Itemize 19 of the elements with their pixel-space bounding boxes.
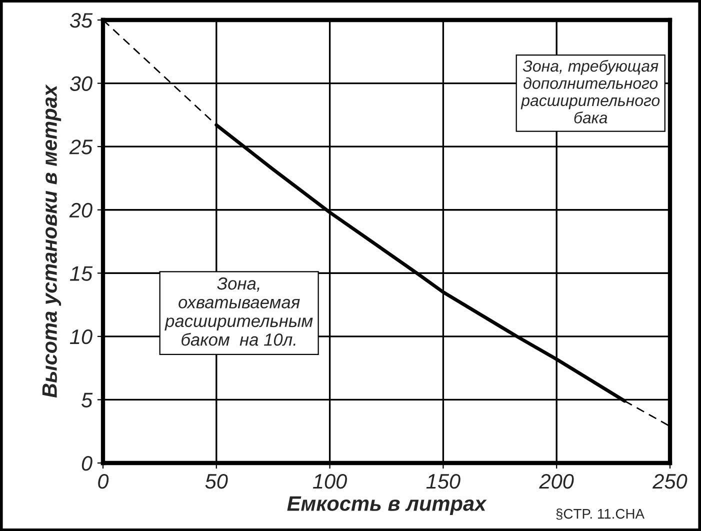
y-tick-label: 5 bbox=[81, 392, 93, 408]
y-tick-label: 10 bbox=[70, 329, 92, 344]
text: §CTP. 11.CHA bbox=[556, 508, 644, 520]
x-tick-label: 50 bbox=[205, 474, 228, 489]
y-tick-label: 35 bbox=[70, 13, 93, 28]
x-tick-label: 150 bbox=[426, 474, 460, 489]
x-axis-title: Емкость в литрах bbox=[287, 496, 487, 516]
y-axis-title: Высота установки в метрах bbox=[42, 84, 62, 398]
annotation: Зона, охватываемая расширительным баком на 10л. bbox=[164, 277, 313, 346]
y-tick-label: 0 bbox=[82, 456, 92, 471]
x-tick-label: 250 bbox=[652, 474, 688, 489]
y-tick-label: 25 bbox=[69, 140, 93, 154]
x-tick-label: 100 bbox=[312, 474, 348, 489]
x-tick-label: 200 bbox=[539, 474, 574, 489]
y-tick-label: 15 bbox=[70, 266, 93, 281]
y-tick-label: 20 bbox=[69, 202, 92, 218]
annotation: Зона, требующая дополнительного расширительного бака bbox=[520, 60, 660, 124]
x-tick-label: 0 bbox=[98, 474, 109, 489]
y-tick-label: 30 bbox=[70, 76, 92, 92]
